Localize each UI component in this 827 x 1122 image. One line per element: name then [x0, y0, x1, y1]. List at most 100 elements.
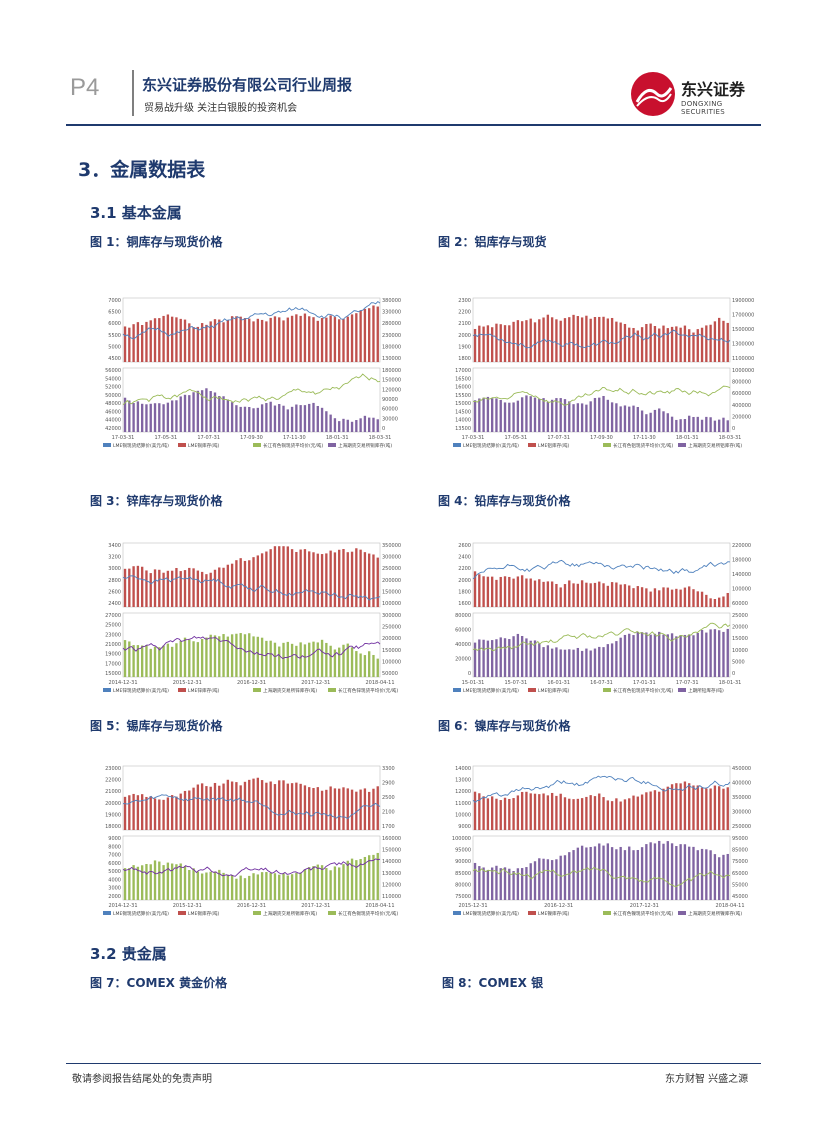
legend-label: 上海期货交易所镍库存(吨)	[688, 910, 742, 917]
bar	[123, 326, 127, 362]
bar	[333, 317, 337, 362]
x-tick-label: 15-07-31	[504, 680, 527, 686]
bar	[653, 790, 657, 830]
bar	[170, 316, 174, 362]
bar	[376, 306, 379, 362]
legend-swatch	[328, 443, 336, 447]
bar	[333, 788, 337, 830]
bar	[338, 549, 341, 607]
tick-label: 7000	[108, 853, 121, 859]
bar	[623, 850, 627, 900]
bar	[312, 552, 315, 607]
x-tick-label: 17-07-31	[197, 435, 220, 441]
bar	[260, 553, 264, 607]
bar	[675, 783, 678, 830]
tick-label: 350000	[382, 543, 401, 549]
bar	[576, 798, 580, 830]
bar	[653, 409, 657, 432]
bar	[183, 790, 187, 830]
bar	[559, 320, 562, 362]
bar	[140, 403, 144, 432]
bar	[140, 645, 144, 677]
x-tick-label: 17-11-30	[283, 435, 306, 441]
bar	[589, 846, 592, 900]
bar	[363, 415, 367, 432]
bar	[222, 872, 225, 900]
bar	[628, 633, 631, 677]
bar	[286, 546, 289, 607]
bar	[145, 321, 148, 362]
bar	[243, 406, 247, 432]
bar	[499, 324, 502, 362]
tick-label: 250000	[382, 566, 401, 572]
bar	[503, 797, 507, 830]
bar	[149, 320, 152, 362]
bar	[610, 317, 614, 362]
bar	[346, 419, 349, 432]
bar	[572, 799, 575, 830]
bar	[555, 398, 558, 432]
x-tick-label: 18-03-31	[719, 435, 742, 441]
bar	[248, 318, 251, 362]
tick-label: 48000	[105, 401, 121, 407]
bar	[248, 779, 251, 830]
price-line	[122, 300, 381, 340]
bar	[688, 329, 691, 362]
bar	[179, 396, 182, 432]
tick-label: 60000	[732, 601, 748, 607]
report-subtitle: 贸易战升级 关注白银股的投资机会	[144, 103, 298, 114]
tick-label: 220000	[732, 543, 751, 549]
x-tick-label: 18-01-31	[326, 435, 349, 441]
bar	[520, 868, 524, 900]
bar	[580, 403, 584, 432]
bar	[589, 583, 592, 607]
c2-svg: 2300 2200 2100 2000 1900 1800 1900000 1700000 15…	[453, 297, 754, 449]
tick-label: 150000	[382, 378, 401, 384]
tick-label: 23000	[105, 632, 121, 638]
bar	[355, 420, 358, 432]
x-tick-label: 17-01-31	[633, 680, 656, 686]
bar	[580, 798, 584, 830]
tick-label: 60000	[382, 407, 398, 413]
tick-label: 3000	[108, 886, 121, 892]
tin-chart: 23000 22000 21000 20000 19000 18000 3300 2900 25…	[95, 760, 405, 920]
bar	[209, 871, 212, 900]
bar	[718, 857, 721, 900]
tick-label: 6500	[108, 310, 121, 316]
bar	[525, 395, 528, 432]
bar	[278, 646, 281, 677]
bar	[179, 318, 182, 362]
bar	[632, 588, 635, 607]
bar	[290, 315, 294, 362]
panel-frame-1	[472, 835, 731, 901]
bar	[243, 560, 247, 607]
x-tick-label: 2016-12-31	[544, 903, 573, 909]
bar	[563, 584, 567, 607]
tick-label: 800000	[732, 380, 751, 386]
legend-swatch	[328, 688, 336, 692]
x-tick-label: 16-01-31	[547, 680, 570, 686]
bar	[346, 552, 349, 607]
tick-label: 0	[382, 426, 385, 432]
bar	[662, 634, 665, 677]
bar	[628, 406, 631, 432]
page-header: P4 东兴证券股份有限公司行业周报 贸易战升级 关注白银股的投资机会 东兴证券 …	[66, 66, 761, 124]
bar	[722, 596, 725, 607]
bar	[303, 785, 307, 830]
tick-label: 18000	[105, 824, 121, 830]
bar	[640, 632, 644, 677]
bar	[670, 326, 674, 362]
bar	[273, 405, 277, 432]
tick-label: 4000	[108, 877, 121, 883]
bar	[188, 567, 191, 607]
bar	[585, 847, 588, 900]
bar	[248, 406, 251, 432]
footer-slogan: 东方财智 兴盛之源	[665, 1074, 749, 1085]
bar	[572, 404, 575, 432]
bar	[222, 396, 225, 432]
bar	[158, 647, 161, 677]
x-tick-label: 17-03-31	[462, 435, 485, 441]
bar	[705, 325, 708, 362]
lead-chart: 2600 2400 2200 2000 1800 1600 220000 180000 1400…	[445, 537, 755, 697]
x-tick-label: 2016-12-31	[237, 903, 266, 909]
